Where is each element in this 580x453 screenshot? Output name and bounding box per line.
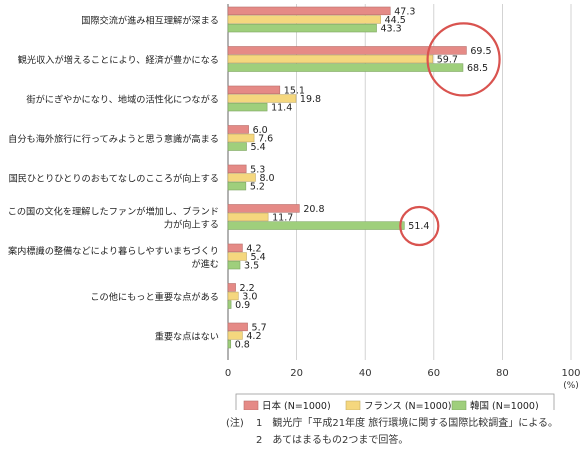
category-label: 国際交流が進み相互理解が深まる bbox=[81, 14, 219, 26]
x-tick-label: 100 bbox=[561, 368, 580, 379]
bar bbox=[227, 15, 381, 24]
value-label: 6.0 bbox=[253, 125, 268, 136]
highlight-circle bbox=[399, 205, 440, 247]
value-label: 5.4 bbox=[251, 142, 266, 153]
category-label: 国民ひとりひとりのおもてなしのこころが向上する bbox=[9, 172, 219, 184]
bar bbox=[227, 125, 249, 134]
x-tick-label: 0 bbox=[225, 368, 231, 379]
value-label: 68.5 bbox=[467, 63, 488, 74]
bar bbox=[227, 23, 377, 33]
bar bbox=[227, 164, 247, 174]
value-label: 44.5 bbox=[385, 15, 406, 26]
legend-label: 韓国 (N=1000) bbox=[470, 401, 539, 410]
bar bbox=[227, 204, 300, 213]
bar bbox=[227, 133, 255, 143]
x-tick-label: 60 bbox=[427, 368, 440, 379]
x-tick-label: 80 bbox=[496, 368, 509, 379]
value-label: 3.0 bbox=[242, 292, 257, 303]
value-label: 69.5 bbox=[470, 46, 491, 57]
value-label: 0.9 bbox=[235, 300, 250, 311]
bar bbox=[227, 339, 232, 349]
value-label: 2.2 bbox=[240, 283, 255, 294]
value-label: 5.4 bbox=[251, 252, 266, 263]
legend-label: 日本 (N=1000) bbox=[262, 400, 331, 410]
legend-box bbox=[235, 393, 555, 410]
category-label: 重要な点はない bbox=[155, 330, 219, 342]
x-tick-label: 40 bbox=[359, 368, 372, 379]
bar bbox=[227, 85, 281, 95]
value-label: 11.4 bbox=[271, 103, 292, 114]
bar bbox=[227, 331, 243, 340]
value-label: 43.3 bbox=[381, 24, 402, 35]
value-label: 20.8 bbox=[303, 204, 324, 215]
note-source: 1 観光庁「平成21年度 旅行環境に関する国際比較調査」による。 bbox=[256, 418, 558, 429]
value-label: 15.1 bbox=[284, 85, 305, 96]
value-label: 5.7 bbox=[252, 322, 267, 333]
bar bbox=[227, 181, 247, 191]
bar bbox=[227, 46, 467, 55]
value-label: 59.7 bbox=[437, 55, 458, 66]
value-label: 11.7 bbox=[272, 213, 293, 224]
legend-swatch bbox=[243, 400, 259, 410]
bar bbox=[227, 221, 405, 230]
value-label: 19.8 bbox=[300, 94, 321, 105]
bar bbox=[227, 260, 241, 270]
category-label: この国の文化を理解したファンが増加し、ブランド bbox=[8, 205, 219, 217]
value-label: 4.2 bbox=[246, 243, 261, 254]
bar-chart: 0 20 40 60 80 100 (%) 47.344.543.3 国際交流が進み相互理解が深… bbox=[8, 4, 580, 410]
value-label: 3.5 bbox=[244, 261, 259, 272]
highlight-circle bbox=[426, 22, 501, 97]
value-label: 5.3 bbox=[250, 164, 265, 175]
value-label: 5.2 bbox=[250, 182, 265, 193]
value-label: 4.2 bbox=[246, 331, 261, 342]
bar bbox=[227, 173, 256, 182]
note-label: (注) bbox=[226, 418, 244, 429]
bar bbox=[227, 6, 391, 16]
value-label: 8.0 bbox=[259, 173, 274, 184]
x-tick-label: 20 bbox=[290, 368, 303, 379]
bar bbox=[227, 283, 236, 292]
category-label: 街がにぎやかになり、地域の活性化につながる bbox=[26, 93, 219, 105]
value-label: 47.3 bbox=[394, 6, 415, 17]
bar bbox=[227, 63, 464, 72]
category-label: この他にもっと重要な点がある bbox=[90, 291, 219, 303]
value-label: 0.8 bbox=[235, 340, 250, 351]
bar bbox=[227, 252, 247, 261]
bar bbox=[227, 243, 243, 253]
bar bbox=[227, 212, 269, 222]
bar bbox=[227, 54, 434, 64]
bar bbox=[227, 291, 239, 301]
value-label: 51.4 bbox=[408, 221, 429, 232]
legend-swatch bbox=[345, 400, 361, 410]
bar bbox=[227, 322, 248, 332]
legend-swatch bbox=[451, 400, 467, 410]
category-label: 案内標識の整備などにより暮らしやすいまちづくり bbox=[8, 245, 219, 257]
value-label: 7.6 bbox=[258, 134, 273, 145]
category-label: が進む bbox=[191, 258, 219, 270]
bar bbox=[227, 142, 247, 151]
x-unit-label: (%) bbox=[563, 381, 579, 391]
category-label: 自分も海外旅行に行ってみようと思う意識が高まる bbox=[8, 133, 219, 145]
legend-label: フランス (N=1000) bbox=[364, 401, 452, 410]
bar bbox=[227, 94, 297, 103]
category-label: 観光収入が増えることにより、経済が豊かになる bbox=[18, 54, 219, 66]
note-answer-rule: 2 あてはまるもの2つまで回答。 bbox=[256, 435, 409, 446]
bar bbox=[227, 102, 268, 112]
category-label: 力が向上する bbox=[164, 218, 219, 230]
bar bbox=[227, 300, 232, 309]
